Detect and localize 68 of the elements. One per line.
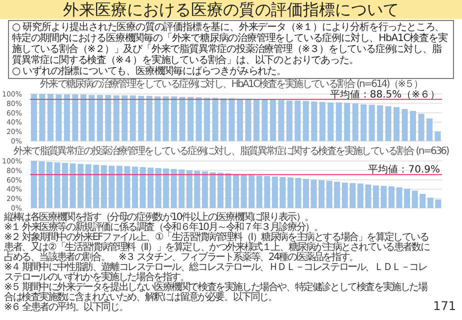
bar <box>270 100 276 141</box>
bar <box>294 100 301 141</box>
bar <box>162 96 169 141</box>
bar <box>388 186 395 208</box>
bar <box>352 103 358 141</box>
bar <box>426 118 433 141</box>
bar <box>311 102 318 141</box>
bar <box>344 102 350 141</box>
bar <box>171 96 178 141</box>
text: ※４ 期間中に中性脂肪、遊離コレステロール、総コレステロール、ＨＤＬ－コレステロール、ＬＤＬ－コレステロールのいずれかを実施した場合を指す。 <box>4 262 427 283</box>
bar <box>328 102 334 141</box>
bar <box>122 95 128 141</box>
bar <box>228 98 235 141</box>
bar <box>179 96 186 141</box>
bar <box>377 105 384 141</box>
text: ○ 研究所より提出された医療の質の評価指標を基に、外来データ（※１）により分析を行ったところ、特定の期間内における医療機関毎の「外来で糖尿病の治療管理をしている症例に対し、HbA1C検査を実施している割合（※２）」及び「外来で脂質異常症の投薬治療管理（※３）をしている症例に対し、脂質異常症に関する検査（※４）を実施している割合」は、以下のとおりであった。 <box>12 22 448 66</box>
bar <box>302 101 309 141</box>
bar <box>154 96 161 141</box>
bar <box>368 104 375 141</box>
bar <box>434 132 441 141</box>
bar <box>220 98 227 141</box>
chart-title: 外来で糖尿病の治療管理をしている症例に対し、HbA1C検査を実施している割合 (n=614)（※５） <box>38 79 424 90</box>
bar <box>385 106 392 141</box>
text: ※２ 対象期間中の外来EFファイル上、①「生活習慣病管理料（Ⅰ）糖尿病を主病とする場合」を算定している患者、又は②「生活習慣病管理料（Ⅱ）」を算定し、かつ外来様式１上、糖尿病が主病とされている患者数に占める、当該患者の割合。 ※３ スタチン、フィブラート系薬等、24種の医薬品を指す。 <box>4 232 430 263</box>
bar <box>56 94 62 141</box>
text: ○ いずれの指標についても、医療機関毎にばらつきがみられた。 <box>12 66 287 77</box>
bar <box>72 94 78 141</box>
bar <box>46 162 52 208</box>
bar <box>360 104 367 141</box>
bar <box>319 102 326 141</box>
bar <box>303 178 310 208</box>
text: 171 <box>433 299 456 313</box>
bar <box>286 100 292 141</box>
text: 縦棒は各医療機関を指す（分母の症例数が10件以上の医療機関に限り表示）。 <box>4 212 315 223</box>
bar <box>245 98 252 141</box>
bar <box>130 95 136 141</box>
bar <box>105 94 112 141</box>
bar <box>64 94 70 141</box>
bar <box>336 102 342 141</box>
text: 外来医療における医療の質の評価指標について <box>0 0 462 19</box>
ref-line-label: 平均値：70.9% <box>368 164 440 176</box>
text: ※５ 期間中に外来データを提出しない医療機関で検査を実施した場合や、特定健診として検査を実施した場合は検査実施数に含まれないため、解釈には留意が必要。以下同じ。 <box>4 282 428 303</box>
bar <box>88 94 95 141</box>
text: ※６ 全患者の平均。以下同じ。 <box>4 302 129 313</box>
bar <box>146 96 152 141</box>
bar <box>212 98 218 141</box>
bar <box>418 114 424 141</box>
bar <box>218 172 224 208</box>
bar <box>39 94 46 141</box>
bar <box>138 96 144 141</box>
bar <box>410 110 416 141</box>
bar <box>278 100 284 141</box>
bar <box>402 109 408 141</box>
bar <box>132 166 138 208</box>
bar <box>236 98 243 141</box>
bar <box>394 107 400 141</box>
chart-title: 外来で脂質異常症の投薬治療管理をしている症例に対し、脂質異常症に関する検査を実施している割合 (n=636) <box>12 146 450 157</box>
bar <box>196 97 202 141</box>
bar <box>30 94 37 141</box>
text: ※１ 外来医療等の新規評価に係る調査（令和６年10月～令和７年３月診療分）。 <box>4 222 323 233</box>
bar <box>253 99 260 141</box>
bar <box>204 98 210 141</box>
bar <box>262 99 268 141</box>
bar <box>188 96 194 141</box>
bar <box>47 94 54 141</box>
bar <box>80 94 86 141</box>
bar <box>113 95 120 141</box>
bar <box>96 94 103 141</box>
